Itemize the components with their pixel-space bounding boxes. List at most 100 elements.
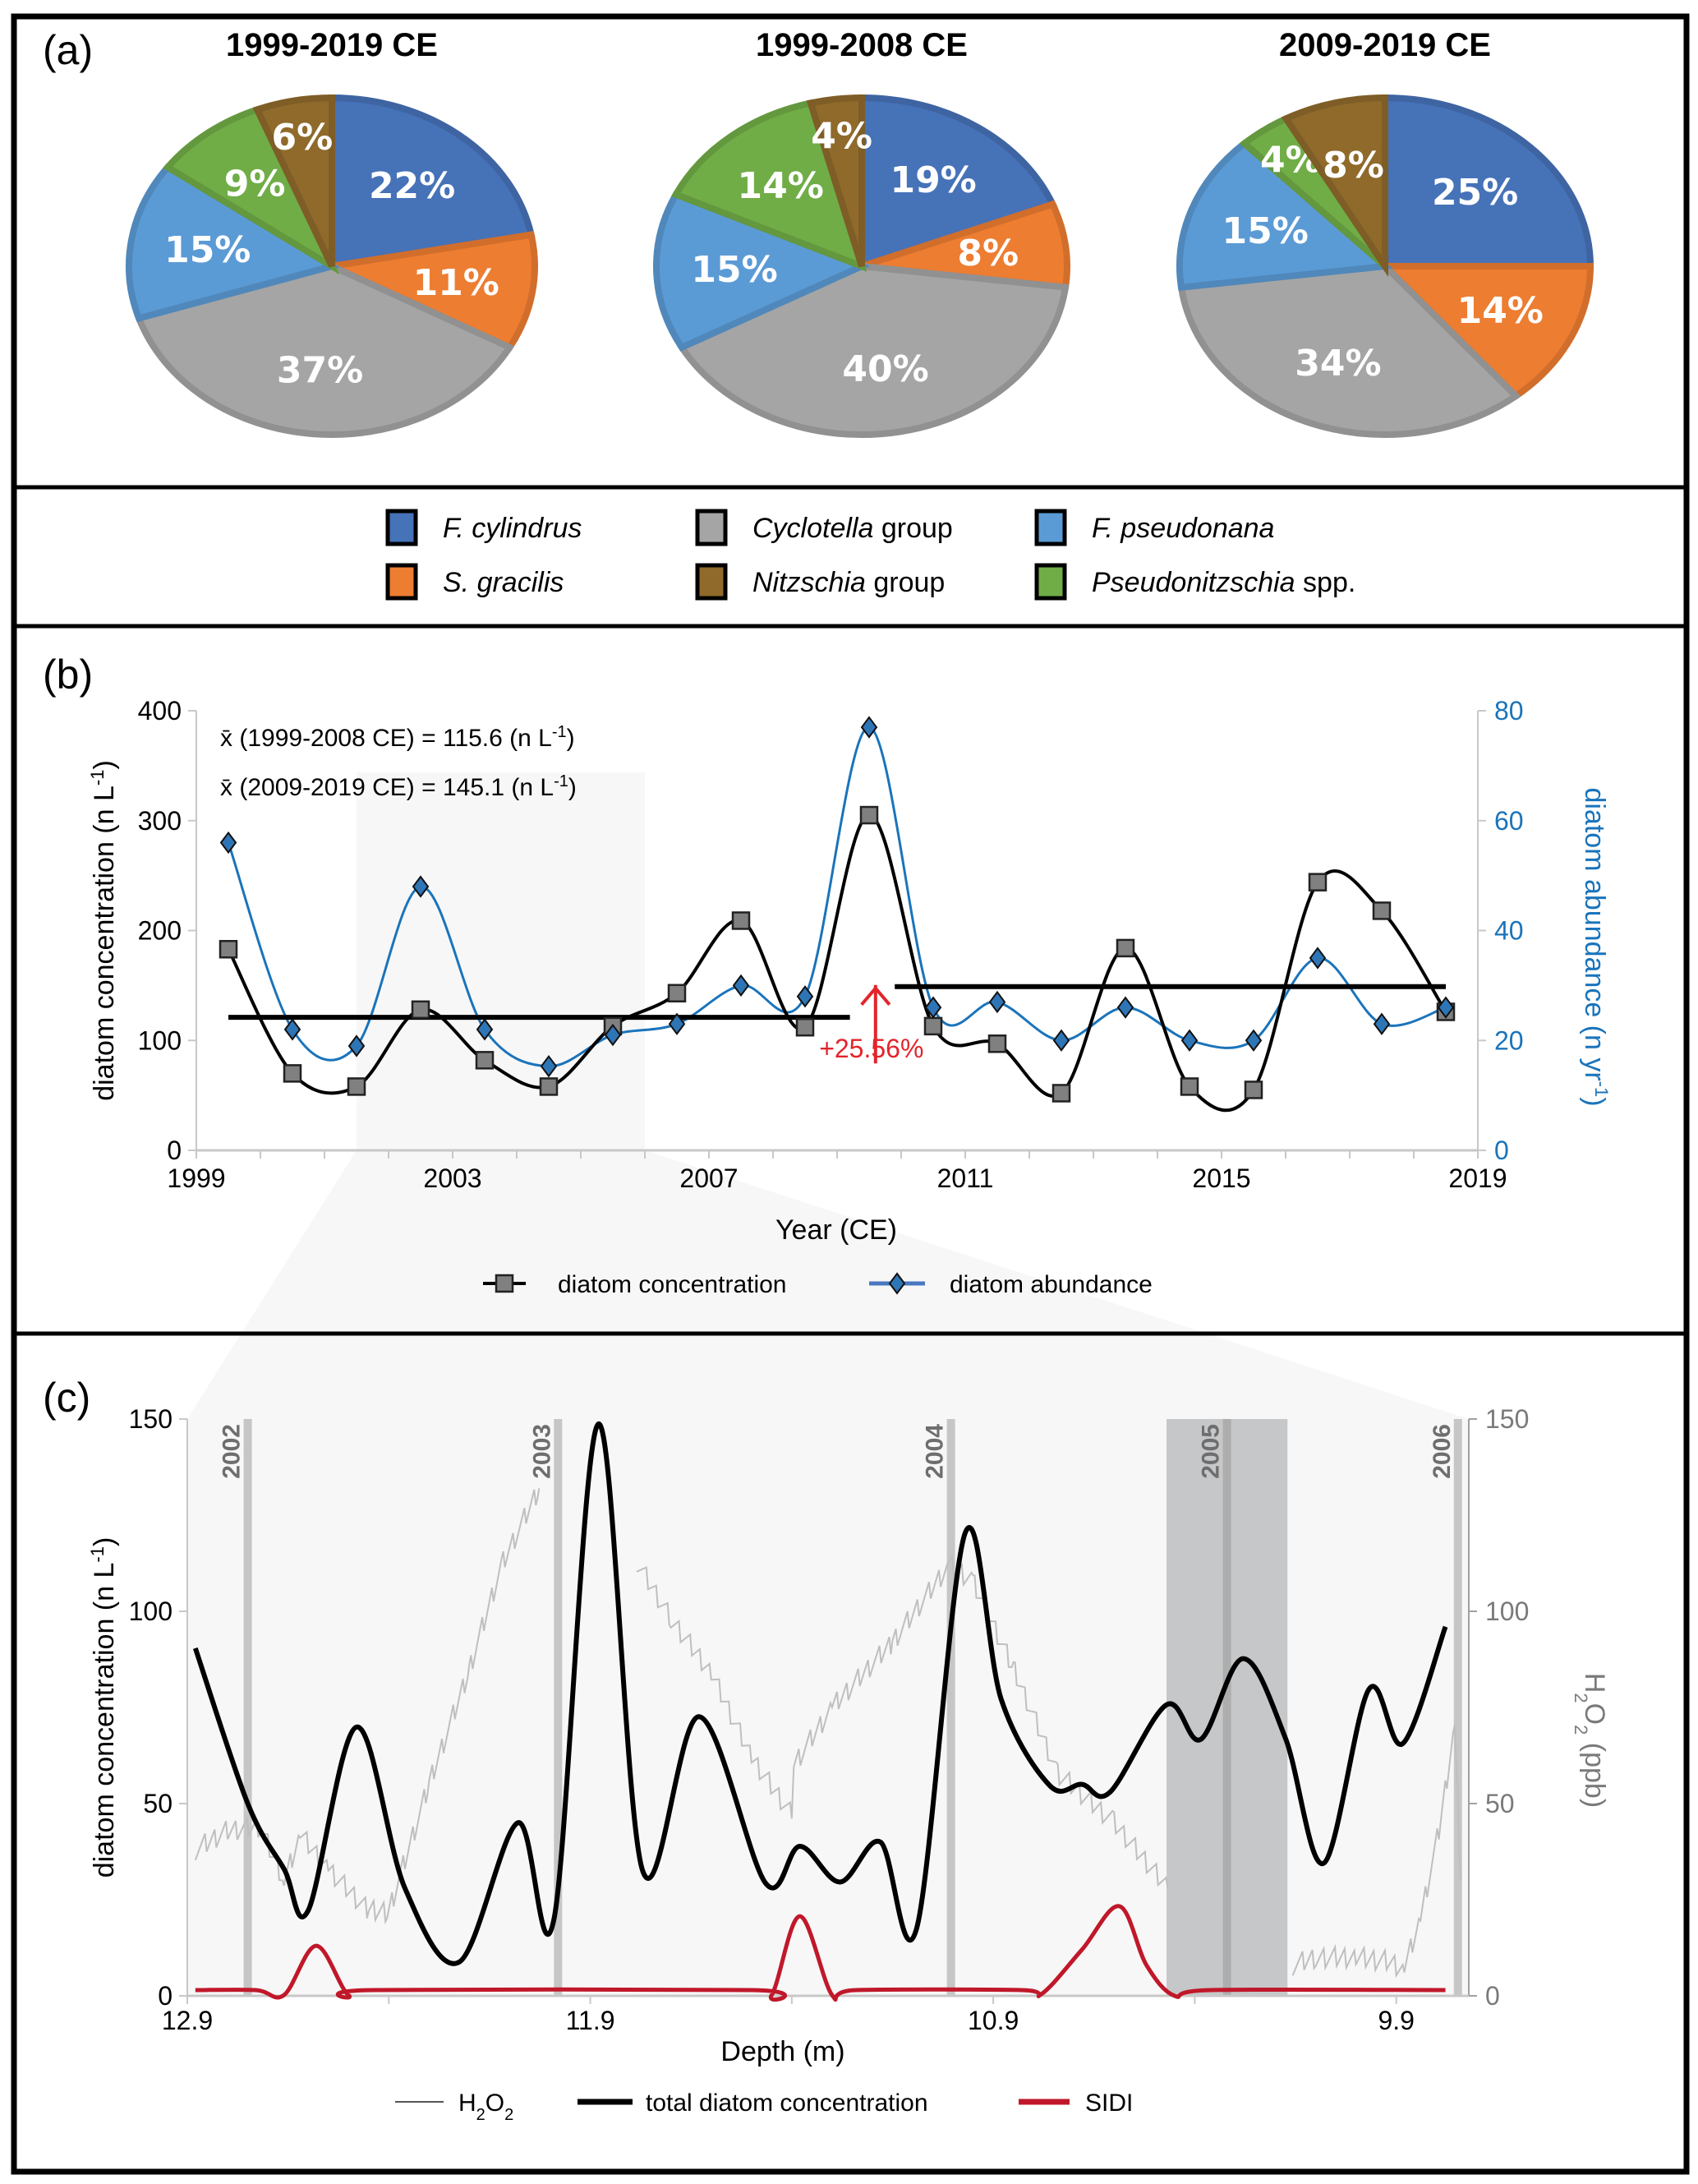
y-tick-label: 100 (138, 1025, 182, 1055)
x-tick-label: 2015 (1192, 1163, 1250, 1193)
y-axis-title-sup: -1 (87, 770, 108, 786)
abundance-marker (219, 831, 237, 855)
y-axis-title-sup: -1 (87, 1546, 108, 1563)
zoom-wedge (187, 1150, 1469, 1419)
concentration-marker (1244, 1080, 1263, 1099)
concentration-marker (1308, 873, 1328, 892)
panel-tag-a: (a) (43, 27, 93, 73)
legend-item: F. pseudonana (1034, 509, 1274, 546)
x-tick-label: 11.9 (566, 2006, 615, 2035)
abundance-marker (1245, 1029, 1263, 1052)
legend-item: S. gracilis (385, 563, 564, 601)
y2-tick-label: 0 (1485, 1981, 1500, 2011)
pie-slice-label: 14% (1457, 290, 1544, 332)
legend-swatch (385, 509, 418, 546)
y2-title-unit: (ppb) (1579, 1735, 1610, 1808)
abundance-line (227, 726, 1447, 1068)
abundance-marker (1180, 1029, 1199, 1052)
y-tick-label: 0 (167, 1136, 182, 1165)
x-axis-title: Depth (m) (720, 2036, 844, 2067)
x-tick-label: 9.9 (1378, 2006, 1414, 2035)
pie-chart-2: 1999-2008 CE 19% 8% 40% 15% 14% 4% (653, 27, 1070, 438)
y-axis-title-close: ) (89, 760, 120, 769)
concentration-marker (347, 1077, 366, 1096)
legend-h2o2-sub: 2 (504, 2106, 513, 2124)
pie-slice (1177, 262, 1521, 438)
x-axis-title: Year (CE) (775, 1214, 897, 1246)
pie-slice (676, 262, 1070, 438)
y2-axis-title: diatom abundance (n yr-1) (1579, 787, 1613, 1106)
pie-slice-label: 22% (369, 165, 455, 207)
mean-annotation-main: x̄ (1999-2008 CE) = 115.6 (n L (220, 725, 552, 752)
legend-abundance-marker (888, 1272, 906, 1295)
legend-label: F. cylindrus (443, 513, 582, 544)
panel-c-chart: 2002 2003 2004 2005 2006 12.9 11.9 10.9 9.9 0 50 10… (87, 1404, 1611, 2124)
mean-annotation-sup: -1 (554, 772, 568, 790)
pie-slice-label: 19% (890, 159, 976, 201)
panel-tag-b: (b) (43, 652, 93, 698)
legend-label-plain: group (866, 567, 945, 598)
y2-axis-title-sup: -1 (1592, 1081, 1613, 1098)
pie-slice (806, 94, 865, 268)
legend-label-italic: F. pseudonana (1092, 513, 1274, 544)
abundance-marker (412, 875, 430, 898)
y2-tick-label: 50 (1485, 1789, 1515, 1818)
mean-annotation: x̄ (2009-2019 CE) = 145.1 (n L-1) (220, 772, 577, 801)
legend-swatch (1034, 509, 1067, 546)
abundance-marker (1373, 1012, 1391, 1035)
y2-tick-label: 20 (1494, 1025, 1524, 1055)
x-tick-label: 2007 (679, 1163, 738, 1193)
pie-slice (653, 190, 871, 352)
sidi-line (195, 1904, 1446, 2002)
mean-annotation-main: x̄ (2009-2019 CE) = 145.1 (n L (220, 774, 554, 801)
concentration-marker (283, 1064, 302, 1083)
x-tick-label: 2019 (1448, 1163, 1507, 1193)
pie-slice-label: 4% (811, 115, 872, 157)
y2-tick-label: 150 (1485, 1404, 1529, 1434)
legend-concentration-marker (495, 1274, 514, 1293)
year-marker-line (1453, 1419, 1462, 1996)
concentration-marker (923, 1016, 943, 1036)
mean-annotation-sup: -1 (552, 723, 567, 741)
pie-slice (858, 94, 1058, 271)
legend-item: Nitzschia group (695, 563, 945, 601)
y2-tick-label: 100 (1485, 1597, 1529, 1626)
year-marker-label: 2004 (922, 1424, 949, 1479)
pie-title: 1999-2008 CE (756, 27, 968, 63)
legend-h2o2-sub: 2 (476, 2106, 485, 2124)
pie-chart-1: 1999-2019 CE 22% 11% 37% 15% 9% 6% (126, 27, 538, 438)
y2-title-sub: 2 (1571, 1693, 1592, 1703)
change-annotation: +25.56% (819, 1034, 923, 1063)
pie-slice-label: 34% (1295, 343, 1381, 385)
legend-item: Cyclotella group (695, 509, 953, 546)
legend-h2o2-o: O (485, 2090, 504, 2117)
legend-swatch (695, 563, 728, 601)
legend-label-plain: spp. (1295, 567, 1356, 598)
year-marker-label: 2006 (1429, 1424, 1456, 1479)
y2-axis-title: H2O2 (ppb) (1571, 1673, 1611, 1808)
pie-slice-label: 40% (842, 348, 928, 390)
year-marker-label: 2002 (219, 1424, 246, 1479)
pie-slice-label: 15% (164, 229, 251, 271)
pie-slice-label: 9% (224, 164, 286, 205)
h2o2-line (1291, 1725, 1462, 1979)
y-tick-label: 300 (138, 806, 182, 836)
legend-abundance-label: diatom abundance (950, 1271, 1153, 1298)
pie-slice (1176, 139, 1393, 292)
y2-axis-title-close: ) (1579, 1097, 1610, 1106)
pie-title: 2009-2019 CE (1279, 27, 1491, 63)
legend-h2o2-h: H (458, 2090, 476, 2117)
y2-title-sub: 2 (1571, 1725, 1592, 1735)
legend-label: F. pseudonana (1092, 513, 1274, 544)
mean-annotation-close: ) (567, 725, 575, 752)
abundance-marker (540, 1055, 558, 1078)
y-axis-title: diatom concentration (n L-1) (87, 1537, 121, 1878)
y-axis-title: diatom concentration (n L-1) (87, 760, 121, 1101)
zoom-connector (187, 1150, 1469, 1419)
zoom-highlight-region (357, 772, 645, 1150)
pie-slice-label: 8% (957, 233, 1019, 274)
concentration-marker (1051, 1084, 1071, 1103)
y-tick-label: 200 (138, 916, 182, 946)
abundance-marker (924, 996, 942, 1019)
legend-swatch (695, 509, 728, 546)
